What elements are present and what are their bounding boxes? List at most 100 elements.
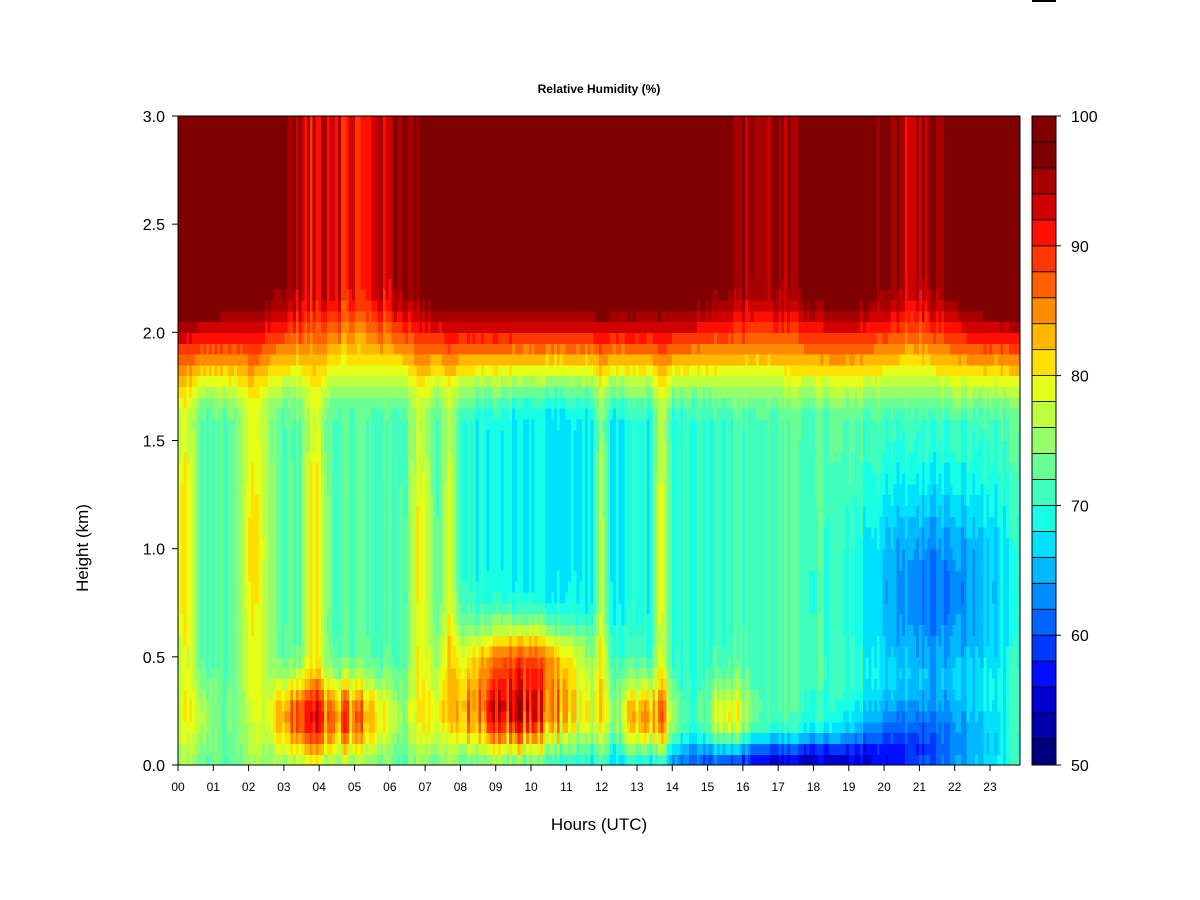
- heatmap-cell: [293, 397, 297, 420]
- heatmap-cell: [357, 667, 362, 680]
- heatmap-cell: [284, 364, 289, 377]
- heatmap-cell: [287, 408, 291, 658]
- heatmap-cell: [528, 343, 533, 355]
- heatmap-cell: [700, 310, 704, 323]
- heatmap-cell: [657, 332, 662, 344]
- heatmap-cell: [475, 397, 479, 409]
- heatmap-cell: [868, 743, 872, 755]
- heatmap-cell: [385, 418, 390, 647]
- heatmap-cell: [486, 656, 491, 680]
- heatmap-cell: [610, 581, 614, 636]
- heatmap-cell: [436, 516, 440, 636]
- heatmap-cell: [287, 689, 291, 701]
- heatmap-cell: [691, 116, 696, 312]
- heatmap-cell: [354, 721, 359, 734]
- heatmap-cell: [879, 289, 884, 312]
- heatmap-cell: [253, 332, 258, 344]
- heatmap-cell: [635, 418, 639, 636]
- heatmap-cell: [831, 332, 836, 344]
- heatmap-cell: [517, 743, 522, 755]
- heatmap-cell: [565, 397, 569, 409]
- heatmap-cell: [697, 721, 701, 734]
- heatmap-cell: [304, 667, 308, 680]
- heatmap-cell: [548, 375, 552, 388]
- heatmap-cell: [921, 667, 926, 690]
- heatmap-cell: [930, 343, 934, 355]
- heatmap-cell: [461, 386, 465, 398]
- heatmap-cell: [467, 667, 471, 680]
- heatmap-cell: [879, 516, 884, 701]
- heatmap-cell: [281, 667, 286, 680]
- heatmap-cell: [551, 743, 555, 755]
- heatmap-cell: [402, 397, 406, 409]
- heatmap-cell: [854, 754, 858, 765]
- heatmap-cell: [394, 364, 398, 377]
- heatmap-cell: [590, 635, 594, 658]
- heatmap-cell: [349, 408, 353, 658]
- heatmap-cell: [192, 375, 196, 388]
- heatmap-cell: [203, 343, 207, 355]
- heatmap-cell: [279, 289, 283, 312]
- heatmap-cell: [360, 310, 364, 323]
- heatmap-cell: [927, 397, 931, 409]
- heatmap-cell: [422, 353, 426, 366]
- heatmap-cell: [686, 310, 690, 323]
- heatmap-cell: [716, 364, 721, 377]
- heatmap-cell: [666, 397, 670, 409]
- heatmap-cell: [787, 353, 791, 366]
- heatmap-cell: [610, 754, 614, 765]
- heatmap-cell: [422, 732, 426, 744]
- heatmap-cell: [304, 116, 308, 312]
- heatmap-cell: [374, 397, 378, 409]
- heatmap-cell: [896, 386, 900, 398]
- heatmap-cell: [756, 299, 760, 312]
- heatmap-cell: [582, 375, 586, 388]
- heatmap-cell: [817, 689, 822, 723]
- heatmap-cell: [862, 418, 867, 506]
- heatmap-cell: [910, 375, 914, 388]
- heatmap-cell: [234, 116, 238, 312]
- heatmap-cell: [927, 483, 931, 517]
- heatmap-cell: [815, 343, 819, 355]
- heatmap-cell: [273, 386, 277, 398]
- heatmap-cell: [874, 343, 878, 355]
- heatmap-cell: [627, 353, 631, 366]
- heatmap-cell: [927, 451, 931, 485]
- heatmap-cell: [208, 353, 213, 366]
- heatmap-cell: [652, 116, 656, 312]
- heatmap-cell: [270, 353, 275, 366]
- heatmap-cell: [265, 353, 269, 366]
- heatmap-cell: [868, 408, 872, 463]
- heatmap-cell: [360, 289, 364, 312]
- heatmap-cell: [455, 343, 460, 355]
- heatmap-cell: [812, 613, 816, 690]
- heatmap-cell: [854, 494, 858, 701]
- heatmap-cell: [610, 353, 614, 366]
- heatmap-cell: [809, 375, 813, 388]
- heatmap-cell: [593, 613, 597, 636]
- heatmap-cell: [888, 494, 892, 528]
- heatmap-cell: [918, 721, 923, 744]
- heatmap-cell: [725, 375, 729, 388]
- heatmap-cell: [604, 440, 609, 625]
- heatmap-cell: [815, 505, 819, 723]
- heatmap-cell: [309, 678, 314, 690]
- heatmap-cell: [618, 732, 623, 744]
- heatmap-cell: [281, 743, 286, 755]
- heatmap-cell: [927, 754, 931, 765]
- heatmap-cell: [290, 667, 294, 680]
- heatmap-cell: [935, 386, 940, 398]
- heatmap-cell: [217, 353, 221, 366]
- heatmap-cell: [489, 743, 493, 755]
- heatmap-cell: [281, 310, 286, 323]
- heatmap-cell: [899, 321, 903, 333]
- heatmap-cell: [708, 397, 712, 420]
- heatmap-cell: [245, 613, 249, 723]
- heatmap-cell: [441, 343, 446, 355]
- heatmap-cell: [540, 602, 544, 615]
- heatmap-cell: [714, 321, 718, 333]
- heatmap-cell: [214, 332, 218, 344]
- heatmap-cell: [694, 353, 698, 366]
- heatmap-cell: [206, 116, 210, 323]
- heatmap-cell: [570, 375, 575, 388]
